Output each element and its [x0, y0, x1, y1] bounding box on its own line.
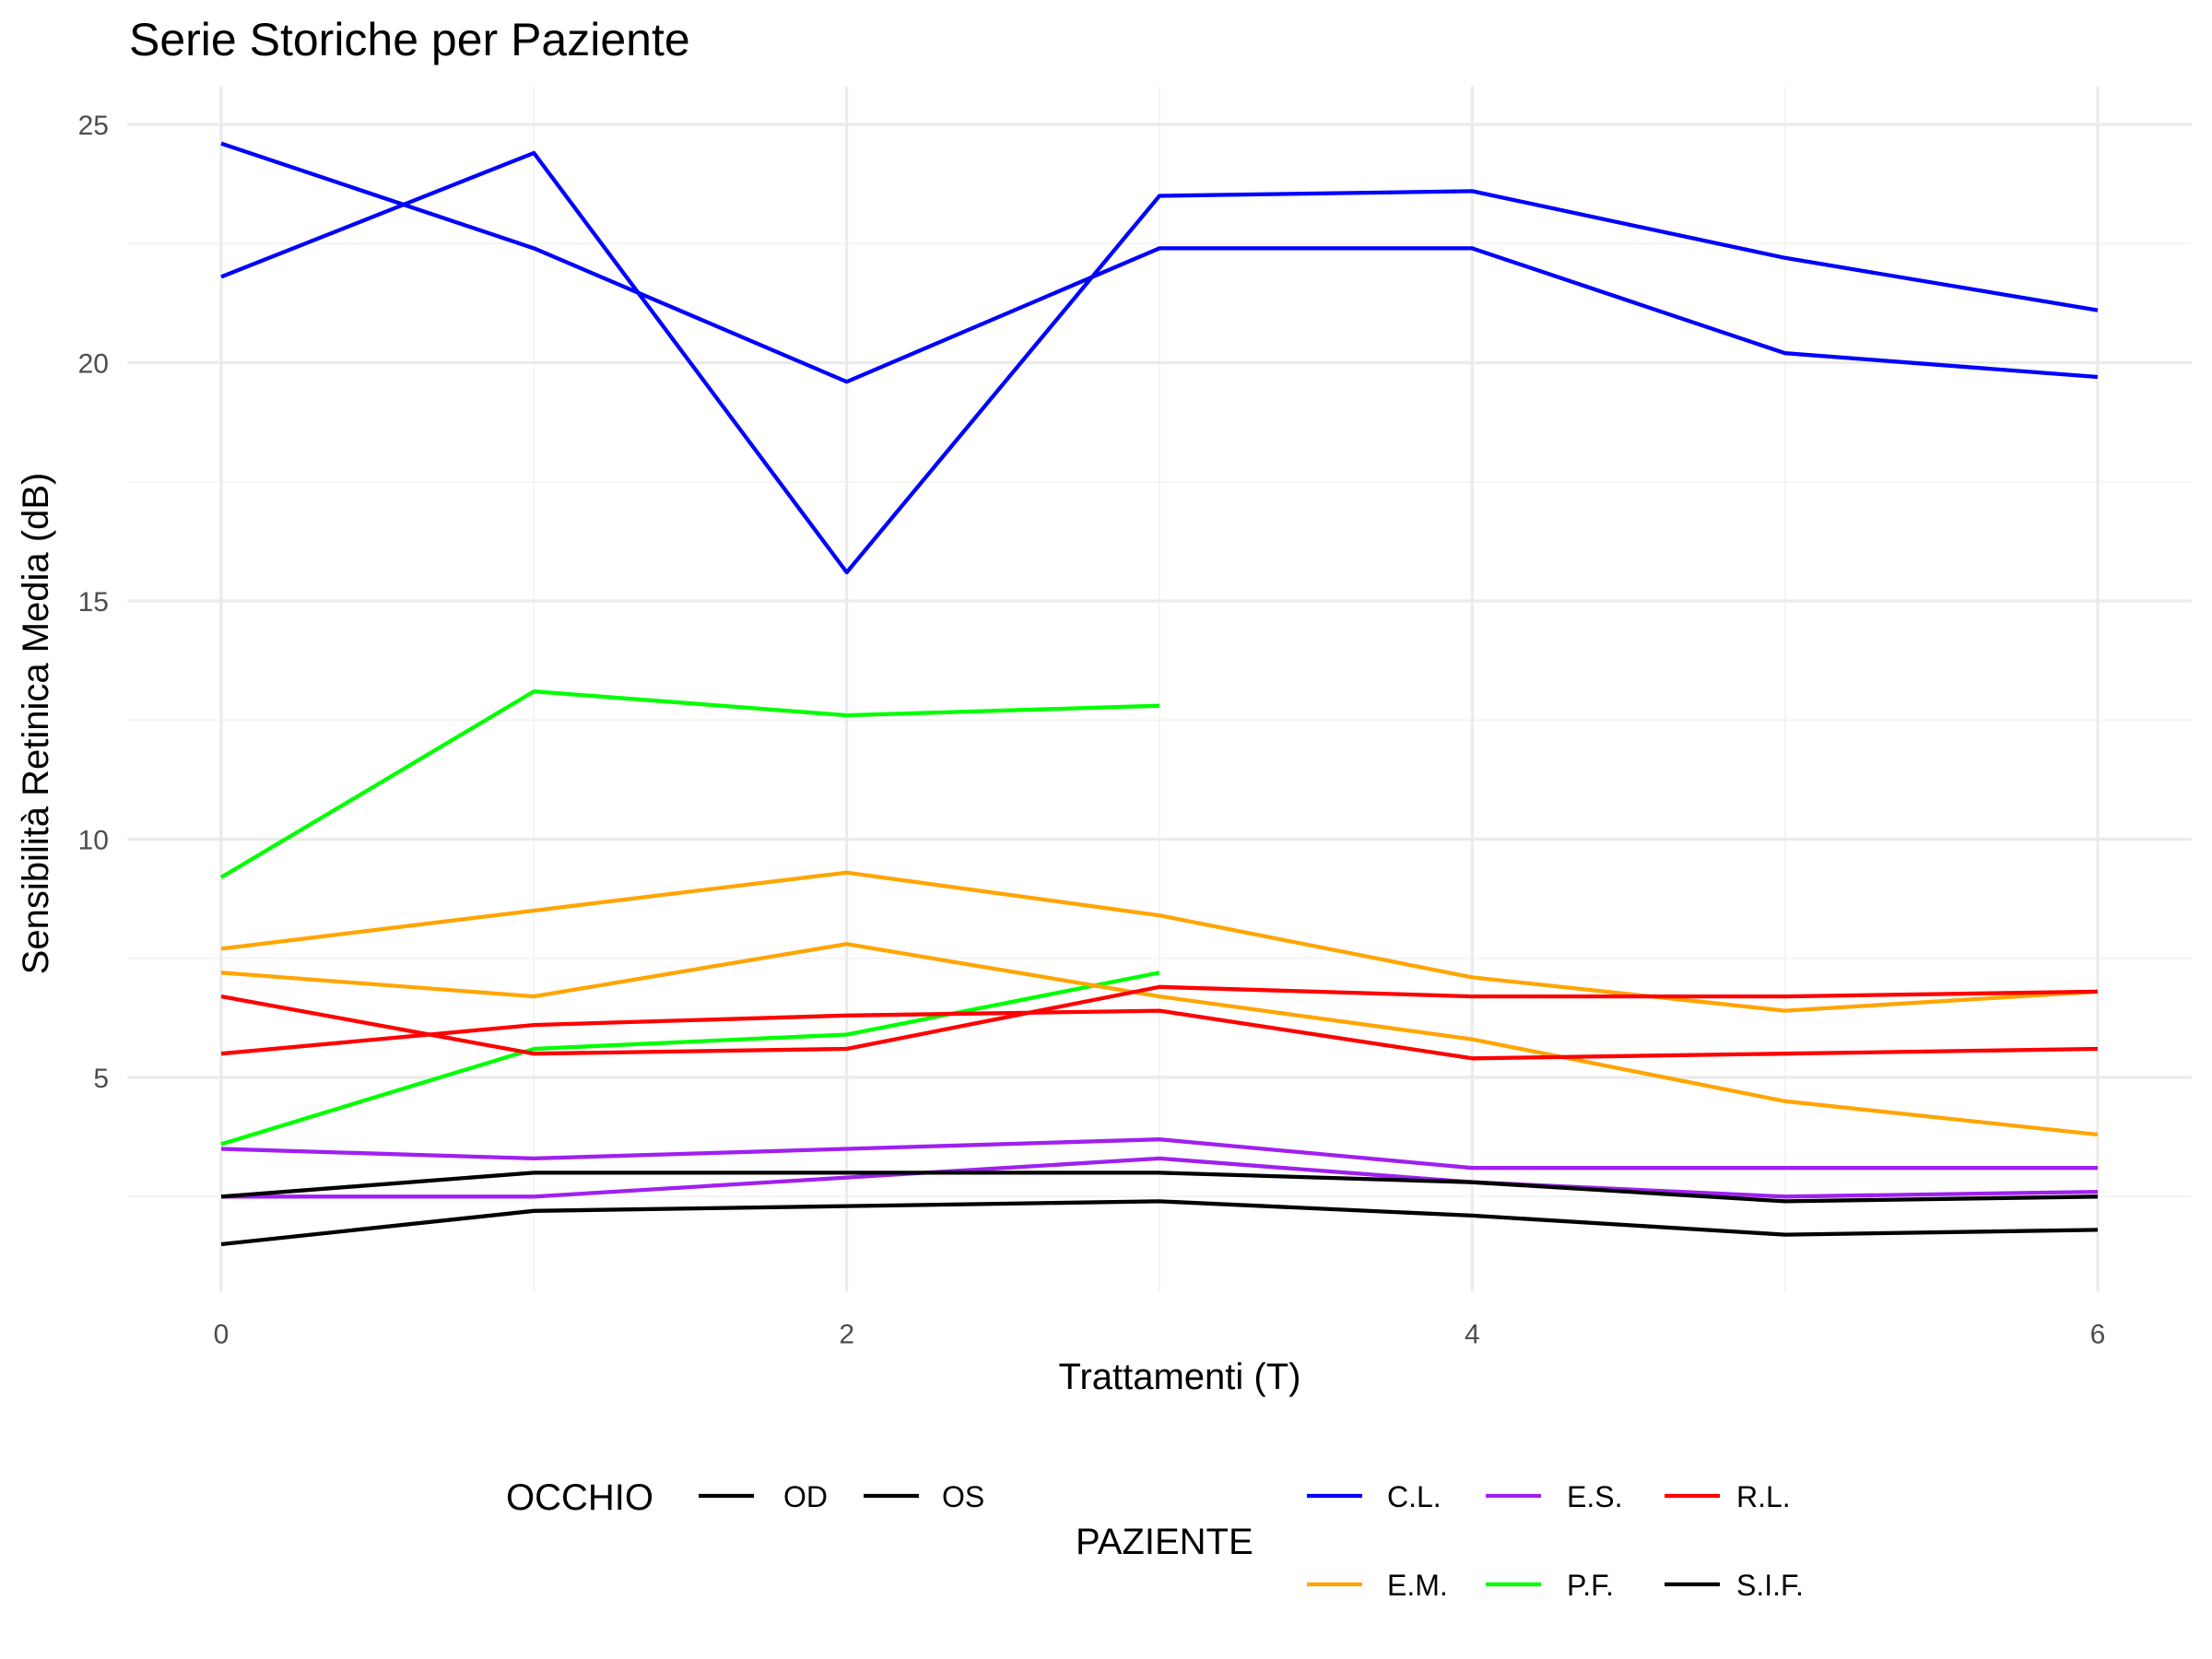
series-line-es-2 — [221, 1156, 2099, 1199]
legend-label-pf: P.F. — [1567, 1569, 1614, 1602]
x-tick-label: 0 — [214, 1320, 229, 1350]
series-line-pf-2 — [220, 971, 1160, 1147]
plot-series — [219, 141, 2099, 1247]
legend-label-sif: S.I.F. — [1736, 1569, 1804, 1602]
legend-label-em: E.M. — [1387, 1569, 1448, 1602]
legend-label-es: E.S. — [1567, 1480, 1622, 1513]
x-tick-label: 6 — [2090, 1320, 2106, 1350]
axis-ticks: 0 2 4 6 5 10 15 20 25 — [78, 111, 2106, 1350]
y-tick-label: 5 — [93, 1064, 109, 1094]
series-line-em-1 — [220, 870, 2099, 1013]
y-tick-label: 15 — [78, 587, 109, 618]
y-tick-label: 20 — [78, 349, 109, 380]
legend: OCCHIO OD OS PAZIENTE C.L. E.S. R.L. E.M… — [506, 1477, 1804, 1602]
series-line-em-2 — [220, 942, 2099, 1137]
x-tick-label: 2 — [839, 1320, 854, 1350]
legend-label-rl: R.L. — [1736, 1480, 1791, 1513]
series-line-sif-1 — [220, 1171, 2099, 1204]
y-tick-label: 25 — [78, 111, 109, 141]
chart-title: Serie Storiche per Paziente — [129, 14, 690, 65]
y-axis-title: Sensibilità Retinica Media (dB) — [16, 473, 56, 975]
legend-title-occhio: OCCHIO — [506, 1477, 653, 1518]
y-tick-label: 10 — [78, 826, 109, 856]
series-line-sif-2 — [220, 1199, 2099, 1247]
x-axis-title: Trattamenti (T) — [1059, 1357, 1301, 1397]
series-line-rl-1 — [220, 984, 2099, 1056]
legend-label-cl: C.L. — [1387, 1480, 1441, 1513]
x-tick-label: 4 — [1465, 1320, 1480, 1350]
plot-grid — [127, 86, 2192, 1292]
series-line-cl-2 — [220, 150, 2099, 575]
legend-label-os: OS — [942, 1480, 984, 1513]
series-line-rl-2 — [220, 1008, 2099, 1061]
series-line-cl-1 — [220, 141, 2099, 384]
legend-title-paziente: PAZIENTE — [1076, 1522, 1253, 1562]
series-line-pf-1 — [219, 689, 1160, 879]
series-line-es-1 — [220, 1137, 2098, 1171]
legend-label-od: OD — [783, 1480, 828, 1513]
